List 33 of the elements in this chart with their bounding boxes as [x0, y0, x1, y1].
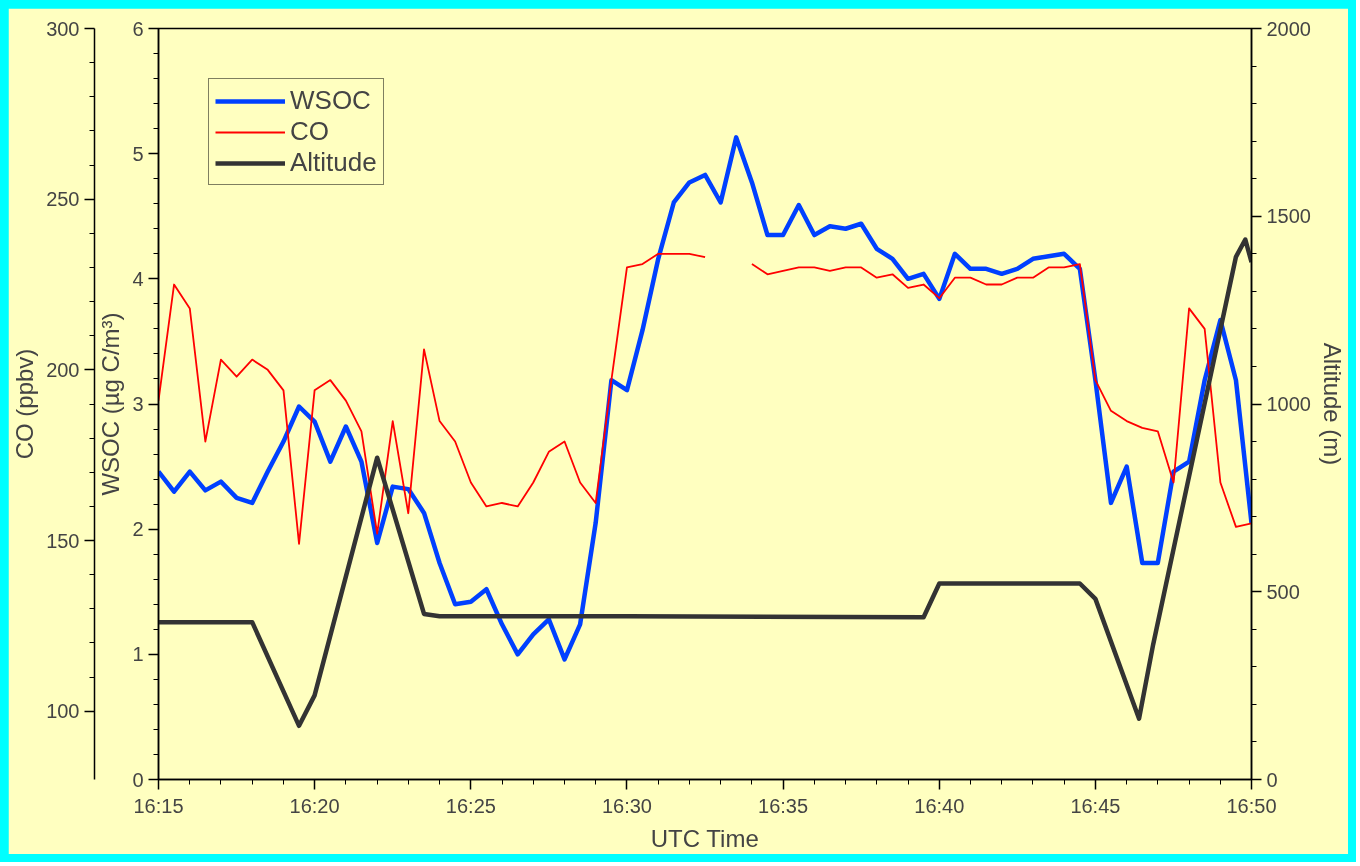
x-tick-label: 16:15 [133, 794, 184, 817]
y-tick-label: 6 [132, 17, 144, 40]
y3-tick-label: 2000 [1266, 17, 1311, 40]
y-tick-label: 0 [132, 768, 144, 791]
legend-label: Altitude [290, 147, 377, 178]
x-tick-label: 16:30 [601, 794, 652, 817]
y2-tick-label: 150 [46, 529, 80, 552]
y3-tick-label: 1000 [1266, 393, 1311, 415]
y3-axis-title: Altitude (m) [1318, 342, 1346, 466]
x-tick-label: 16:45 [1070, 794, 1121, 817]
y3-tick-label: 0 [1266, 768, 1278, 791]
y-tick-label: 1 [132, 643, 144, 666]
y2-tick-label: 300 [46, 17, 80, 40]
x-tick-label: 16:40 [914, 794, 965, 817]
y-tick-label: 2 [132, 518, 144, 541]
y2-tick-label: 250 [46, 188, 80, 211]
y3-tick-label: 1500 [1266, 205, 1311, 228]
legend-label: WSOC [290, 85, 371, 116]
x-tick-label: 16:25 [445, 794, 496, 817]
y2-axis-title: CO (ppbv) [11, 348, 39, 460]
y-tick-label: 5 [132, 142, 144, 165]
line-series [158, 237, 1252, 729]
x-tick-label: 16:50 [1226, 794, 1277, 817]
x-axis-title: UTC Time [650, 824, 759, 852]
x-tick-label: 16:20 [289, 794, 340, 817]
y3-tick-label: 500 [1266, 580, 1300, 603]
y-tick-label: 3 [132, 393, 144, 415]
legend-label: CO [290, 116, 329, 147]
y-axis-title: WSOC (µg C/m³) [97, 312, 125, 496]
y2-tick-label: 200 [46, 358, 80, 381]
x-tick-label: 16:35 [758, 794, 809, 817]
y2-tick-label: 100 [46, 700, 80, 723]
y-tick-label: 4 [132, 267, 144, 290]
